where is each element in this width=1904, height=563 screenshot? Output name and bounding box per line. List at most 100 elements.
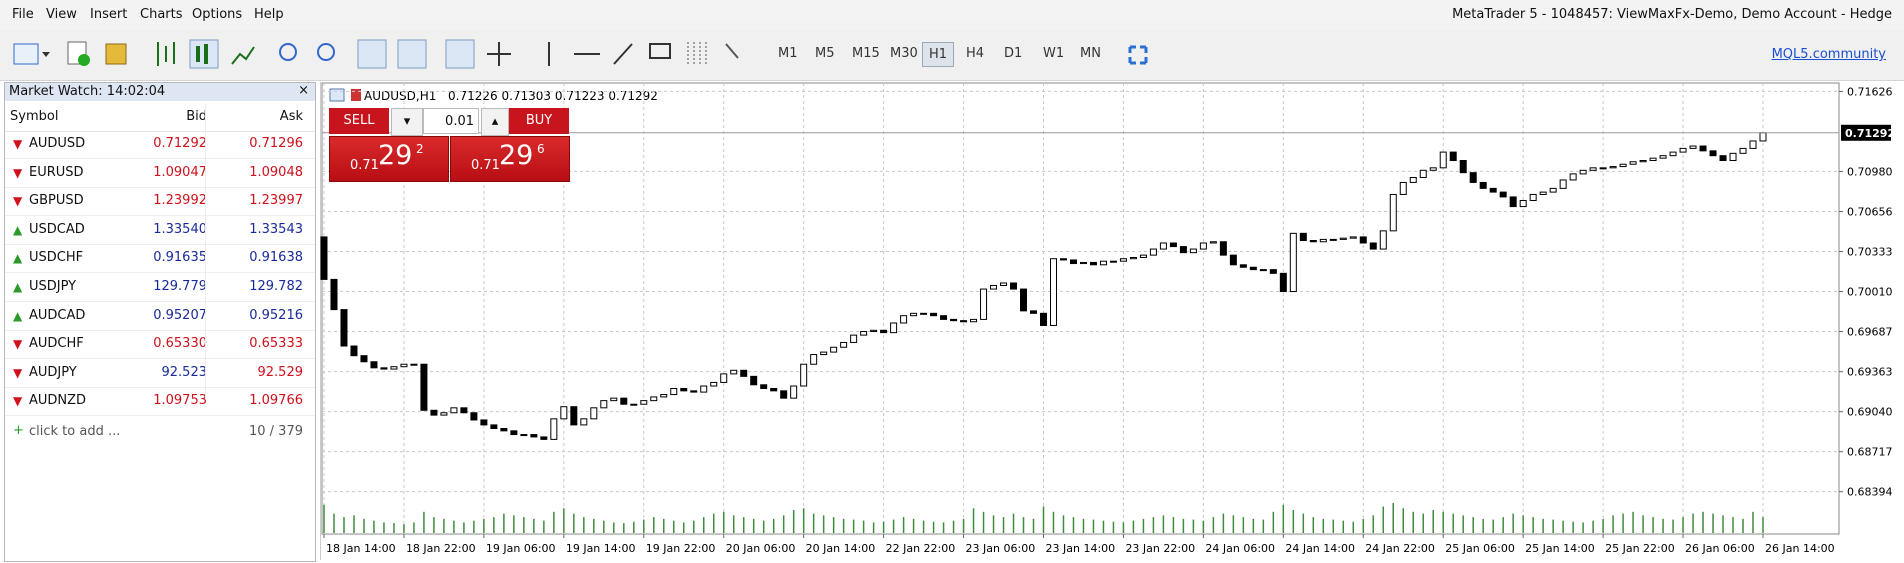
- menu-item[interactable]: Charts: [140, 7, 183, 22]
- buy-price-box[interactable]: 0.71 29 6: [450, 136, 570, 182]
- icon-dropdown[interactable]: [42, 52, 50, 57]
- buy-button[interactable]: BUY: [509, 108, 569, 134]
- menu-item[interactable]: View: [46, 7, 77, 22]
- sell-price-prefix: 0.71: [350, 158, 379, 173]
- candle: [1669, 151, 1677, 157]
- icon-zoom-out[interactable]: [317, 43, 335, 61]
- y-tick-label: 0.70333: [1847, 246, 1893, 259]
- candle: [1639, 160, 1647, 163]
- chart-icon: [329, 88, 345, 102]
- icon-fullscreen[interactable]: [1128, 45, 1148, 65]
- row-divider: [5, 415, 315, 417]
- icon-fibo[interactable]: [687, 42, 707, 64]
- candle: [830, 346, 838, 353]
- icon-add[interactable]: [78, 54, 90, 66]
- candle: [1339, 237, 1347, 240]
- volume-input[interactable]: 0.01: [423, 108, 479, 134]
- bid: 0.91635: [153, 250, 207, 266]
- x-tick-label: 24 Jan 22:00: [1365, 542, 1435, 555]
- arrow-down: ▼: [13, 165, 23, 180]
- icon-trade[interactable]: [105, 43, 127, 65]
- row-divider: [5, 186, 315, 188]
- icon-bars[interactable]: [157, 42, 175, 66]
- icon-autoscroll[interactable]: [357, 39, 387, 69]
- timeframe-button[interactable]: H1: [922, 42, 955, 67]
- ask: 0.95216: [249, 307, 303, 323]
- menu-item[interactable]: Options: [192, 7, 243, 22]
- close-button[interactable]: ×: [298, 83, 309, 98]
- menu-item[interactable]: Insert: [90, 7, 128, 22]
- volume-down[interactable]: ▾: [391, 108, 423, 136]
- market-watch: Market Watch: 14:02:04 × Symbol Bid Ask ▼ AUD…: [4, 82, 316, 562]
- candle: [1599, 167, 1607, 170]
- candle: [1569, 173, 1577, 181]
- candle: [1119, 258, 1127, 262]
- candle: [640, 400, 648, 405]
- timeframe-button[interactable]: M1: [778, 46, 798, 61]
- timeframe-button[interactable]: MN: [1080, 46, 1101, 61]
- icon-zoom-in[interactable]: [279, 43, 297, 61]
- x-tick-label: 24 Jan 14:00: [1285, 542, 1355, 555]
- column-header: Ask: [279, 109, 303, 124]
- candle: [930, 312, 938, 317]
- candle: [1719, 155, 1727, 162]
- arrow-down: ▼: [13, 337, 23, 352]
- icon-cursor[interactable]: [445, 39, 475, 69]
- y-tick-label: 0.71626: [1847, 85, 1893, 98]
- candle: [1439, 151, 1447, 169]
- icon-new-chart[interactable]: [13, 43, 39, 65]
- timeframe-button[interactable]: M5: [815, 46, 835, 61]
- candle: [1359, 236, 1367, 244]
- candle: [1499, 191, 1507, 198]
- column-header: Bid: [186, 109, 207, 124]
- candle: [1369, 242, 1377, 250]
- candle: [430, 409, 438, 416]
- buy-price-prefix: 0.71: [471, 158, 500, 173]
- menu-item[interactable]: File: [12, 7, 34, 22]
- candle: [1219, 241, 1227, 256]
- arrow-up: ▲: [13, 280, 23, 294]
- market-watch-header: Market Watch: 14:02:04 ×: [5, 83, 315, 101]
- bid: 1.33540: [153, 221, 207, 237]
- sell-price-box[interactable]: 0.71 29 2: [329, 136, 449, 182]
- candle: [520, 434, 528, 437]
- icon-text[interactable]: [649, 43, 671, 59]
- x-tick-label: 26 Jan 06:00: [1685, 542, 1755, 555]
- icon-line[interactable]: [231, 46, 255, 65]
- candle: [950, 318, 958, 322]
- icon-crosshair[interactable]: [487, 42, 511, 66]
- candle: [1000, 282, 1008, 286]
- candle: [1139, 254, 1147, 258]
- candle: [990, 284, 998, 290]
- community-link[interactable]: MQL5.community: [1771, 47, 1886, 62]
- candle: [870, 329, 878, 333]
- timeframe-button[interactable]: M15: [852, 46, 880, 61]
- volume-up[interactable]: ▴: [481, 108, 509, 136]
- candle: [1199, 242, 1207, 250]
- candle: [1020, 288, 1028, 312]
- sell-price-point: 2: [416, 142, 424, 156]
- candle: [390, 366, 398, 370]
- candle: [770, 387, 778, 392]
- ask: 1.09766: [249, 393, 303, 409]
- row-divider: [5, 215, 315, 217]
- candle: [980, 288, 988, 320]
- candle: [700, 385, 708, 393]
- icon-objects[interactable]: [725, 43, 739, 59]
- candle: [900, 315, 908, 324]
- timeframe-button[interactable]: W1: [1043, 46, 1065, 61]
- bid: 0.71292: [153, 136, 207, 151]
- candle: [1349, 236, 1357, 239]
- add-symbol[interactable]: click to add ...: [29, 424, 121, 439]
- icon-trendline[interactable]: [613, 43, 633, 65]
- sell-button[interactable]: SELL: [329, 108, 389, 134]
- timeframe-button[interactable]: D1: [1004, 46, 1023, 61]
- candle: [330, 278, 338, 311]
- icon-shift[interactable]: [397, 39, 427, 69]
- arrow-up: ▲: [13, 251, 23, 266]
- candle: [1549, 187, 1557, 193]
- timeframe-button[interactable]: M30: [890, 46, 918, 61]
- candle: [1539, 191, 1547, 195]
- timeframe-button[interactable]: H4: [966, 46, 985, 61]
- menu-item[interactable]: Help: [254, 7, 284, 22]
